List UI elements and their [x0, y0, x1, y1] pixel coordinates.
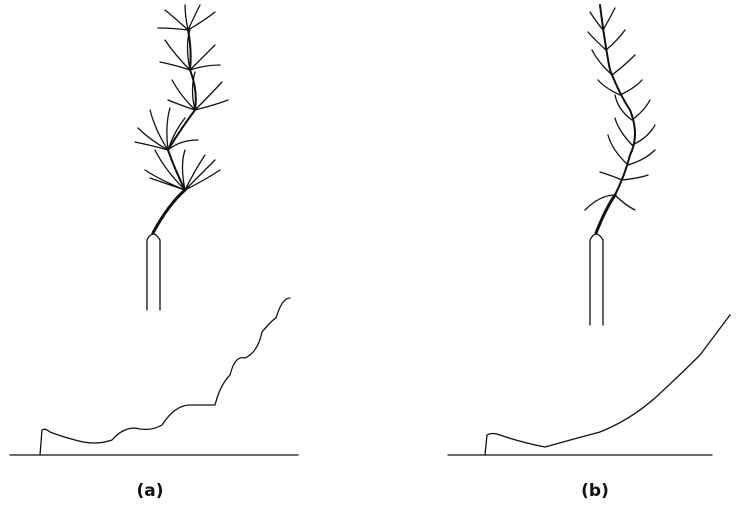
- tree-b: [585, 5, 655, 325]
- panel-label: (a): [136, 481, 163, 501]
- curve-b: [448, 315, 730, 455]
- tree-a: [135, 5, 228, 310]
- figure: (a) (b): [0, 0, 738, 509]
- curve-a: [10, 298, 298, 455]
- page: (a) (b) (() => { const data = JSON.parse…: [0, 0, 738, 509]
- panel-label: (b): [581, 481, 609, 501]
